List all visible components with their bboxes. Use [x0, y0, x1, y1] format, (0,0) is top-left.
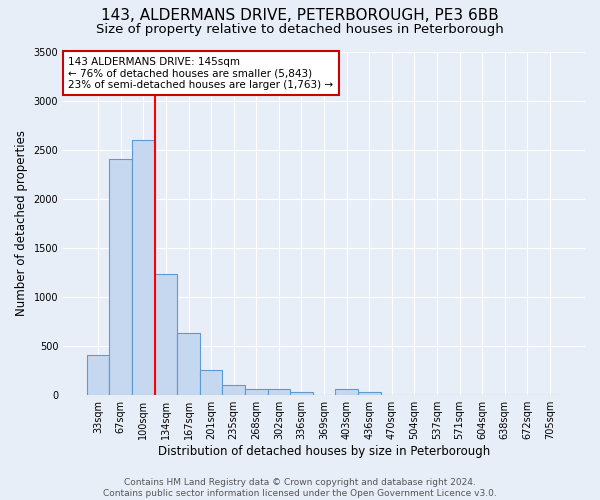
Bar [109, 160, 132, 394]
X-axis label: Distribution of detached houses by size in Peterborough: Distribution of detached houses by size … [158, 444, 490, 458]
Bar [87, 356, 109, 395]
Text: 143 ALDERMANS DRIVE: 145sqm
← 76% of detached houses are smaller (5,843)
23% of : 143 ALDERMANS DRIVE: 145sqm ← 76% of det… [68, 56, 334, 90]
Bar [200, 370, 223, 394]
Bar [268, 390, 290, 394]
Bar [155, 274, 177, 394]
Y-axis label: Number of detached properties: Number of detached properties [15, 130, 28, 316]
Bar [358, 392, 380, 394]
Bar [132, 140, 155, 394]
Bar [335, 390, 358, 394]
Bar [290, 392, 313, 394]
Text: 143, ALDERMANS DRIVE, PETERBOROUGH, PE3 6BB: 143, ALDERMANS DRIVE, PETERBOROUGH, PE3 … [101, 8, 499, 22]
Bar [177, 333, 200, 394]
Bar [223, 385, 245, 394]
Bar [245, 389, 268, 394]
Text: Contains HM Land Registry data © Crown copyright and database right 2024.
Contai: Contains HM Land Registry data © Crown c… [103, 478, 497, 498]
Text: Size of property relative to detached houses in Peterborough: Size of property relative to detached ho… [96, 22, 504, 36]
